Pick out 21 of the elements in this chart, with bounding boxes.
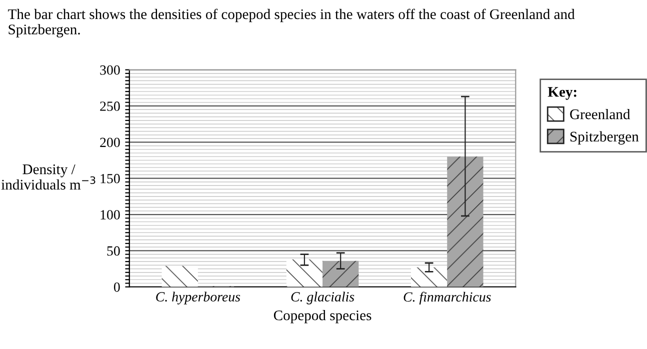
bar <box>322 260 359 287</box>
y-tick-label: 300 <box>100 65 120 75</box>
y-tick-label: 250 <box>100 102 120 111</box>
legend-label: Spitzbergen <box>570 131 639 145</box>
y-tick-label: 150 <box>100 174 120 184</box>
y-tick-label: 50 <box>107 246 120 256</box>
legend-label: Greenland <box>570 108 630 120</box>
bar <box>410 267 448 287</box>
legend-title: Key: <box>548 87 576 100</box>
bar <box>286 259 323 287</box>
x-tick-label: C. hyperboreus <box>156 292 240 304</box>
bar <box>162 266 198 287</box>
x-tick-label: C. finmarchicus <box>404 292 491 304</box>
y-tick-label: 0 <box>114 282 120 292</box>
y-tick-label: 200 <box>100 138 120 148</box>
x-axis-title: Copepod species <box>274 310 372 324</box>
bar <box>447 156 484 287</box>
x-tick-label: C. glacialis <box>291 292 354 304</box>
y-axis-title: Density / individuals m$^{−3}$ <box>1 164 96 190</box>
y-tick-label: 100 <box>100 210 120 220</box>
chart-title: The bar chart shows the densities of copepod species in the waters off the coast of Greenland and Spitzbergen. <box>8 8 575 38</box>
